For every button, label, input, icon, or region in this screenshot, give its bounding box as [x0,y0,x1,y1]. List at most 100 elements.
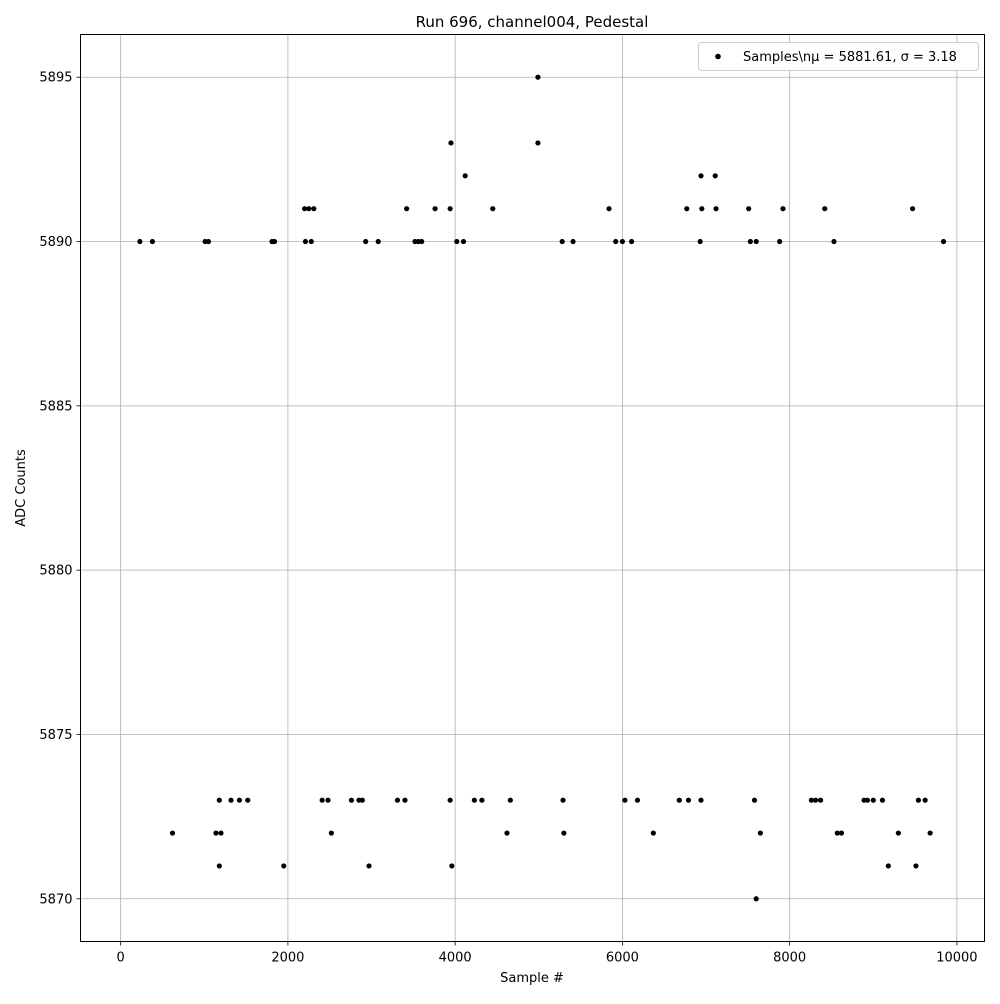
data-point [325,797,331,803]
data-point [394,797,401,803]
data-point [454,238,460,245]
data-point [697,238,703,245]
y-tick-label: 5880 [39,564,72,579]
data-point [940,238,947,245]
data-point [747,238,753,245]
data-point [561,830,567,836]
data-point [366,863,372,869]
data-point [402,797,408,803]
data-point [149,238,156,245]
y-tick-label: 5890 [39,235,72,250]
plot-frame [80,34,985,942]
legend-box [698,42,979,71]
data-point [448,140,454,146]
data-point [359,797,365,803]
data-point [311,206,317,212]
x-tick-label: 10000 [936,951,977,966]
data-point [685,797,692,803]
x-tick-label: 4000 [439,951,472,966]
data-point [777,238,783,245]
data-point [712,173,718,179]
data-point [559,238,565,245]
plot-area-background [80,34,985,942]
data-point [218,830,224,836]
data-point [504,830,510,836]
data-point [328,830,334,836]
data-point [864,797,871,803]
y-tick-label: 5870 [39,892,72,907]
data-point [404,206,410,212]
data-point [570,238,576,245]
data-point [447,206,453,212]
data-point [698,173,704,179]
data-point [363,238,369,245]
data-point [753,238,759,245]
data-point [535,74,541,80]
data-point [713,206,719,212]
legend-label: Samples\nμ = 5881.61, σ = 3.18 [743,50,957,65]
data-point [808,797,814,803]
data-point [490,206,496,212]
data-point [879,797,886,803]
data-point [449,863,455,869]
data-point [606,206,612,212]
x-axis-label: Sample # [500,971,564,986]
x-tick-label: 2000 [271,951,304,966]
data-point [308,238,314,245]
data-point [913,863,919,869]
data-point [650,830,656,836]
legend-marker [715,53,721,60]
data-point [812,797,819,803]
data-point [216,797,222,803]
data-point [302,238,309,245]
y-tick-label: 5895 [39,71,72,86]
data-point [619,238,625,245]
data-point [460,238,467,245]
data-point [507,797,513,803]
data-point [245,797,251,803]
data-point [634,797,641,803]
data-point [281,863,287,869]
data-point [885,863,891,869]
data-point [822,206,828,212]
data-point [447,797,453,803]
chart-title: Run 696, channel004, Pedestal [416,13,649,31]
x-tick-label: 8000 [773,951,806,966]
data-point [915,797,922,803]
data-point [870,797,876,803]
data-point [137,238,143,245]
data-point [684,206,690,212]
y-tick-label: 5885 [39,399,72,414]
data-point [895,830,901,836]
data-point [535,140,541,146]
data-point [302,206,308,212]
data-point [922,797,928,803]
data-point [753,896,759,902]
data-point [699,206,705,212]
data-point [831,238,837,245]
data-point [432,206,438,212]
data-point [479,797,485,803]
legend: Samples\nμ = 5881.61, σ = 3.18 [698,42,979,71]
data-point [271,238,278,245]
data-point [834,830,840,836]
data-point [306,206,312,212]
y-axis-label: ADC Counts [14,449,29,527]
data-point [471,797,477,803]
data-points [137,74,947,902]
data-point [560,797,566,803]
data-point [462,173,468,179]
x-tick-label: 0 [116,951,124,966]
data-point [228,797,234,803]
data-point [817,797,824,803]
data-point [205,238,212,245]
data-point [757,830,763,836]
data-point [927,830,933,836]
data-point [746,206,752,212]
data-point [698,797,704,803]
data-point [213,830,219,836]
data-point [419,238,425,245]
data-point [838,830,845,836]
